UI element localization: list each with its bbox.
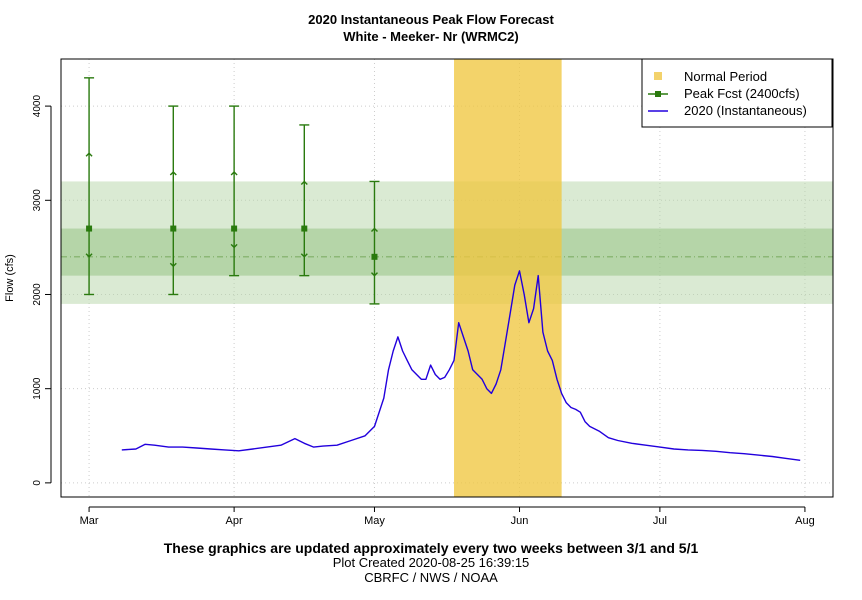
normal-period-band: [454, 59, 562, 497]
forecast-p90-arrow: [85, 152, 93, 157]
series-line: [121, 270, 801, 461]
chart-title: 2020 Instantaneous Peak Flow Forecast: [308, 12, 554, 27]
legend-swatch-normal-period: [654, 72, 662, 80]
update-note: These graphics are updated approximately…: [163, 540, 699, 556]
forecast-point: [231, 225, 238, 232]
forecast-p90-arrow: [370, 227, 378, 233]
y-tick-label: 1000: [32, 377, 43, 400]
normal-period-rect: [454, 59, 562, 497]
legend-box: [641, 58, 833, 128]
x-tick-label: Apr: [226, 515, 243, 527]
x-tick-label: Mar: [80, 515, 99, 527]
forecast-point: [86, 225, 93, 232]
y-axis-label: Flow (cfs): [4, 254, 16, 302]
forecast-range-band: [61, 228, 833, 276]
legend-label: 2020 (Instantaneous): [684, 103, 807, 118]
peak-forecast-markers: [84, 77, 380, 305]
forecast-p10-arrow: [85, 253, 93, 258]
chart-subtitle: White - Meeker- Nr (WRMC2): [343, 29, 519, 44]
legend: Normal Period Peak Fcst (2400cfs) 2020 (In…: [641, 58, 833, 128]
forecast-p10-arrow: [300, 253, 308, 258]
forecast-bands: [61, 181, 833, 304]
forecast-point: [170, 225, 177, 232]
agency-credit: CBRFC / NWS / NOAA: [364, 570, 498, 585]
y-tick-label: 3000: [32, 189, 43, 212]
legend-label: Normal Period: [684, 69, 767, 84]
forecast-point: [301, 225, 308, 232]
forecast-p10-arrow: [370, 272, 378, 277]
forecast-p90-arrow: [230, 171, 238, 176]
x-tick-label: May: [364, 515, 385, 527]
x-tick-label: Jul: [653, 515, 667, 527]
y-axis: 0 1000 2000 3000 4000: [32, 95, 52, 486]
forecast-p90-arrow: [169, 171, 177, 176]
forecast-p90-arrow: [300, 180, 308, 185]
forecast-p10-arrow: [169, 262, 177, 268]
forecast-point: [371, 253, 378, 260]
plot-frame: [60, 58, 834, 498]
x-tick-label: Aug: [795, 515, 815, 527]
legend-marker-peak-forecast: [655, 91, 661, 97]
x-tick-label: Jun: [511, 515, 529, 527]
legend-label: Peak Fcst (2400cfs): [684, 86, 800, 101]
y-tick-label: 4000: [32, 95, 43, 118]
x-axis: Mar Apr May Jun Jul Aug: [80, 506, 815, 527]
y-tick-label: 2000: [32, 283, 43, 306]
forecast-p10-arrow: [230, 243, 238, 249]
flow-series: [121, 270, 801, 461]
y-tick-label: 0: [32, 480, 43, 486]
plot-created: Plot Created 2020-08-25 16:39:15: [332, 555, 530, 570]
